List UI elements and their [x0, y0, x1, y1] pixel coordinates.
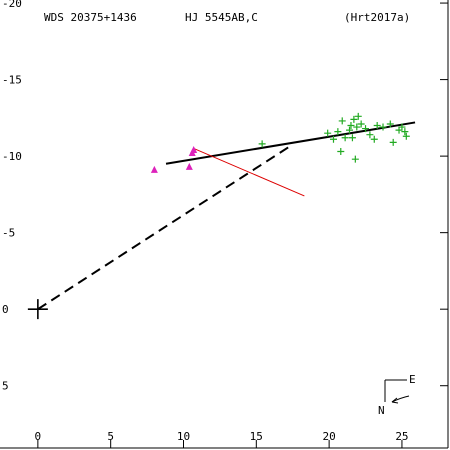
observation-plus-point [348, 134, 356, 142]
observation-plus-point [341, 134, 349, 142]
observation-plus-point [389, 138, 397, 146]
observation-plus-point [347, 122, 355, 130]
y-tick-label: -20 [2, 0, 22, 10]
observation-plus-point [370, 135, 378, 143]
compass: E N [378, 373, 416, 417]
observation-plus-point [353, 123, 361, 131]
reference-label: (Hrt2017a) [344, 11, 410, 24]
observation-plus-point [346, 126, 354, 134]
compass-east-label: E [409, 373, 416, 386]
x-tick-label: 25 [395, 430, 408, 443]
rotation-arrowhead-icon [391, 397, 399, 404]
observation-plus-point [386, 120, 394, 128]
x-tick-label: 5 [107, 430, 114, 443]
observation-plus-point [362, 125, 370, 133]
observation-plus-point [357, 120, 365, 128]
observation-plus-point [329, 135, 337, 143]
y-tick-label: -5 [2, 227, 15, 240]
y-tick-label: -15 [2, 74, 22, 87]
observation-plus-point [379, 123, 387, 131]
data-points [150, 112, 410, 173]
y-tick-label: 0 [2, 303, 9, 316]
wds-label: WDS 20375+1436 [44, 11, 137, 24]
observation-plus-point [334, 128, 342, 136]
pair-name-label: HJ 5545AB,C [185, 11, 258, 24]
y-tick-label: 5 [2, 380, 9, 393]
observation-plus-point [401, 128, 409, 136]
observation-plus-point [373, 122, 381, 130]
compass-north-label: N [378, 404, 385, 417]
observation-triangle-point [185, 162, 193, 170]
observation-plus-point [258, 140, 266, 148]
observation-triangle-point [150, 165, 158, 173]
observation-plus-point [398, 123, 406, 131]
x-tick-label: 15 [250, 430, 263, 443]
observation-plus-point [338, 117, 346, 125]
observation-plus-point [324, 129, 332, 137]
observation-plus-point [366, 131, 374, 139]
observation-plus-point [354, 112, 362, 120]
x-tick-label: 20 [323, 430, 336, 443]
node-line-dashed [37, 144, 292, 311]
observation-triangle-point [190, 146, 198, 153]
observation-plus-point [402, 132, 410, 140]
y-tick-label: -10 [2, 150, 22, 163]
primary-cross-icon [27, 299, 48, 320]
observation-plus-point [337, 148, 345, 156]
x-tick-label: 10 [177, 430, 190, 443]
residual-line [193, 148, 305, 197]
observation-plus-point [350, 115, 358, 123]
fit-lines [37, 121, 416, 311]
observation-plus-point [351, 155, 359, 163]
orbit-fit-line [165, 121, 416, 165]
x-tick-label: 0 [35, 430, 42, 443]
primary-star-marker [27, 299, 48, 320]
